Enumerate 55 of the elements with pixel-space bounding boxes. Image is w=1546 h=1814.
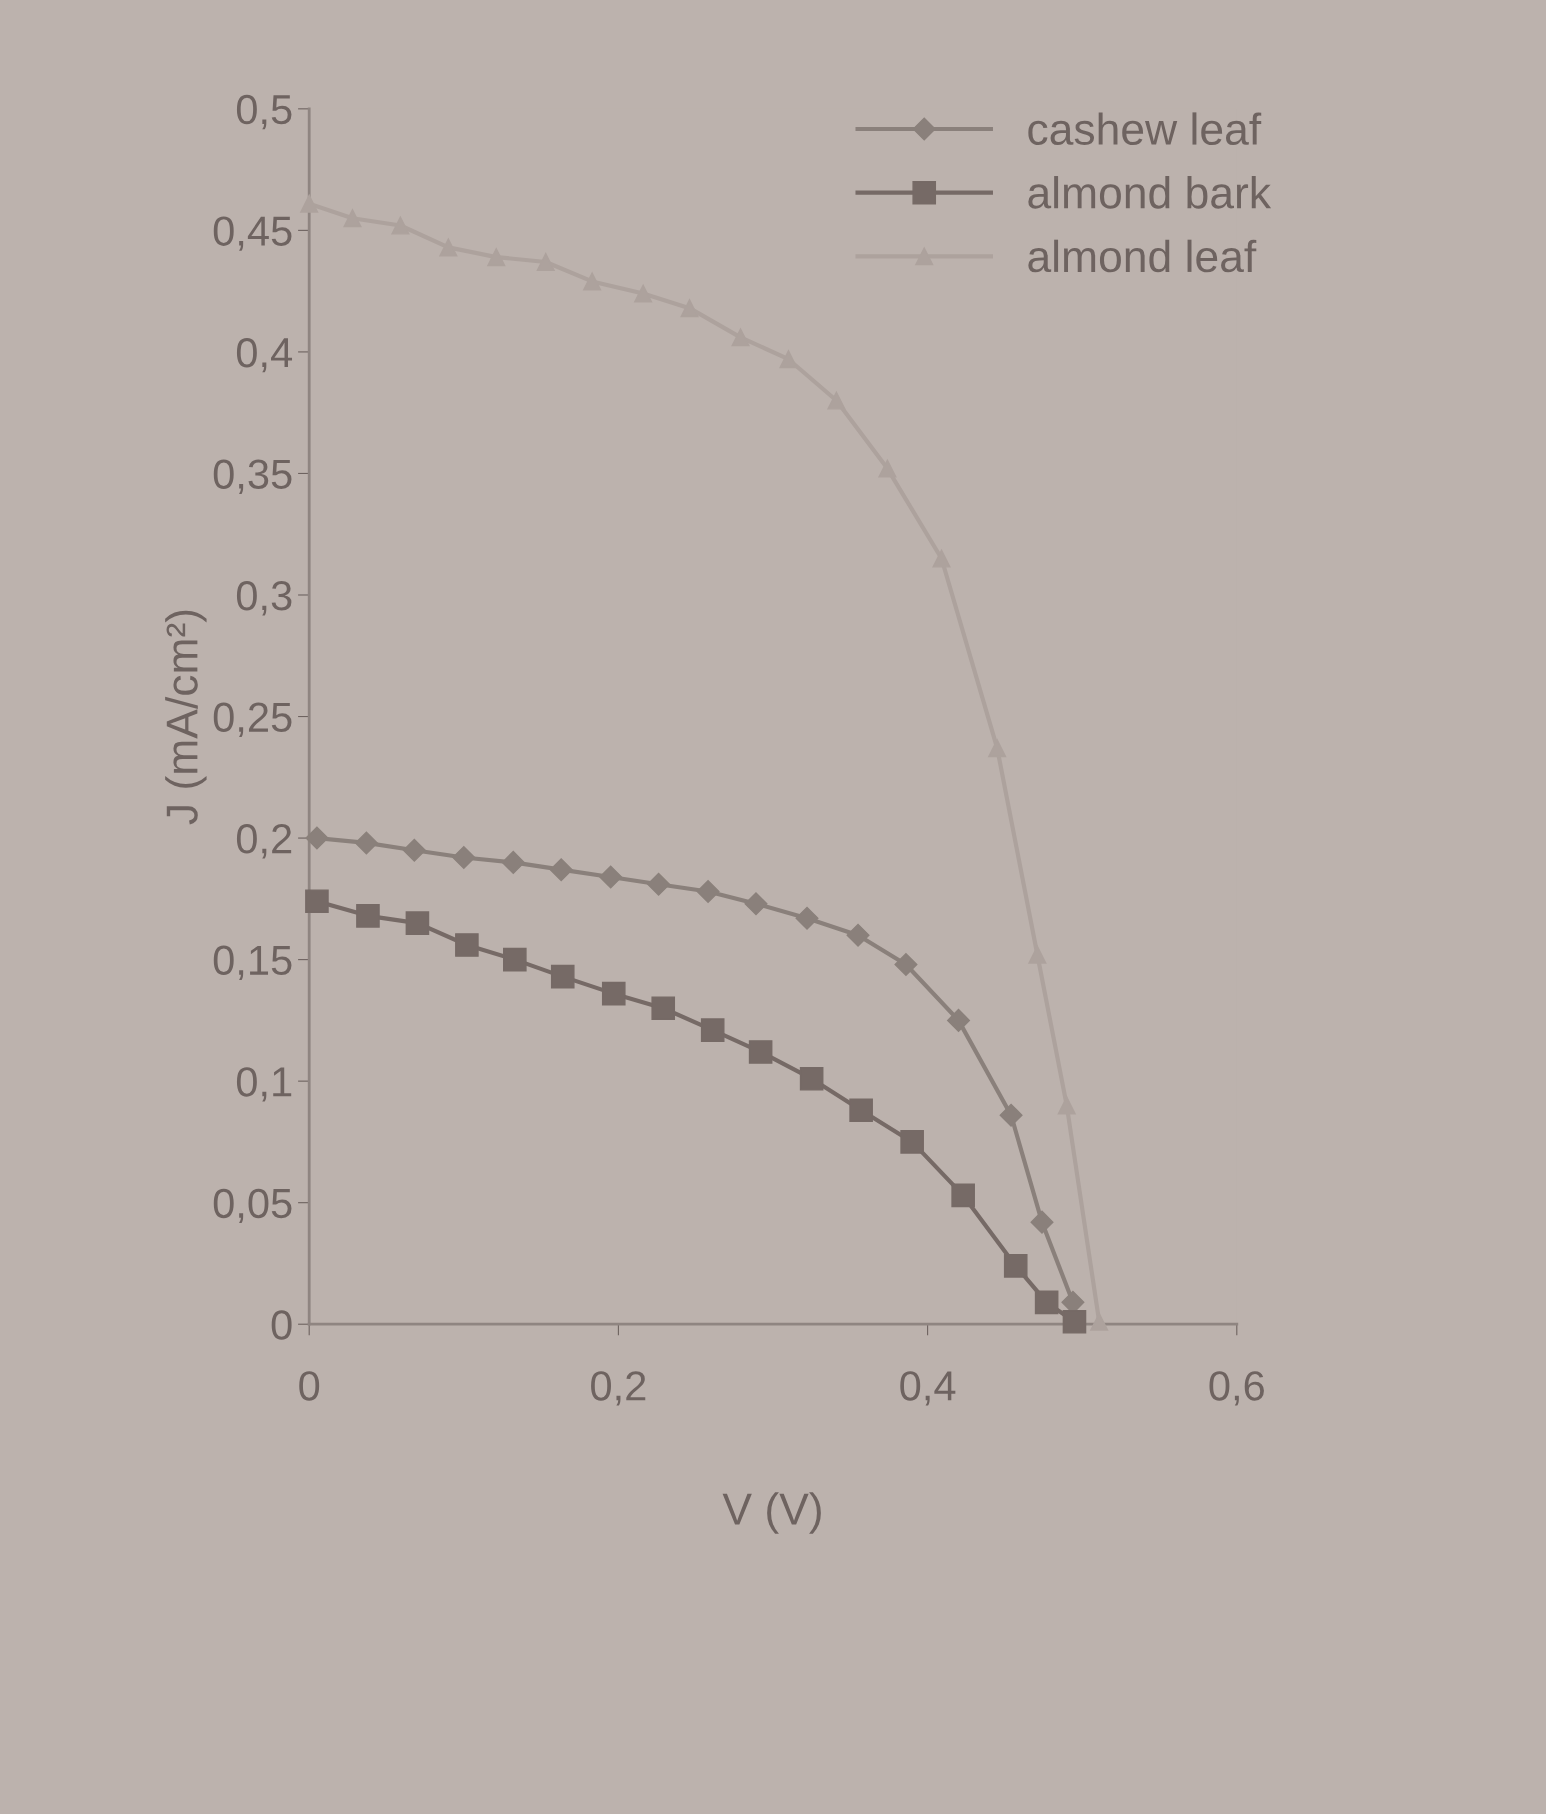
point	[744, 892, 768, 916]
point	[1030, 1210, 1054, 1234]
point	[651, 996, 676, 1021]
point	[455, 933, 479, 957]
point	[696, 880, 720, 904]
point	[550, 964, 575, 989]
x-tick-label: 0	[299, 1371, 320, 1401]
point	[1090, 1312, 1109, 1331]
point	[599, 865, 623, 889]
legend-label: almond leaf	[1028, 239, 1257, 273]
point	[300, 194, 319, 213]
x-tick-label: 0,2	[591, 1371, 646, 1406]
y-tick-label: 0,4	[236, 337, 293, 373]
point	[503, 947, 527, 972]
y-tick-label: 0,25	[213, 702, 292, 737]
y-tick-label: 0,05	[213, 1188, 292, 1224]
point	[601, 981, 626, 1006]
y-tick-label: 0,3	[236, 580, 292, 616]
point	[452, 846, 476, 870]
x-axis-title: V (V)	[722, 1492, 821, 1534]
y-tick-label: 0,5	[236, 94, 292, 130]
y-tick-label: 0,45	[213, 216, 292, 251]
legend-label: cashew leaf	[1028, 112, 1262, 146]
point	[947, 1008, 971, 1032]
x-tick-label: 0,6	[1209, 1371, 1264, 1406]
y-tick-label: 0,15	[213, 945, 292, 981]
x-tick-label: 0,4	[900, 1371, 956, 1406]
y-tick-label: 0	[271, 1310, 292, 1340]
point	[846, 923, 870, 947]
point	[748, 1040, 773, 1064]
point	[402, 838, 426, 862]
point	[951, 1183, 975, 1208]
point	[647, 872, 671, 896]
point	[799, 1066, 824, 1091]
point	[849, 1098, 873, 1123]
point	[999, 1103, 1023, 1127]
y-tick-label: 0,2	[236, 824, 292, 859]
point	[305, 826, 329, 850]
point	[900, 1130, 924, 1154]
point	[549, 858, 573, 882]
point	[305, 889, 329, 914]
point	[894, 952, 918, 976]
point	[405, 911, 430, 935]
y-tick-label: 0,1	[236, 1067, 292, 1102]
point	[1003, 1254, 1028, 1278]
point	[795, 906, 819, 930]
legend-label: almond bark	[1028, 176, 1272, 209]
point	[1034, 1290, 1059, 1315]
point	[1062, 1309, 1087, 1334]
y-axis-title: J (mA/cm²)	[165, 610, 207, 825]
point	[354, 831, 378, 855]
point	[700, 1018, 725, 1042]
point	[501, 850, 525, 874]
y-tick-label: 0,35	[213, 459, 292, 494]
point	[356, 904, 380, 928]
